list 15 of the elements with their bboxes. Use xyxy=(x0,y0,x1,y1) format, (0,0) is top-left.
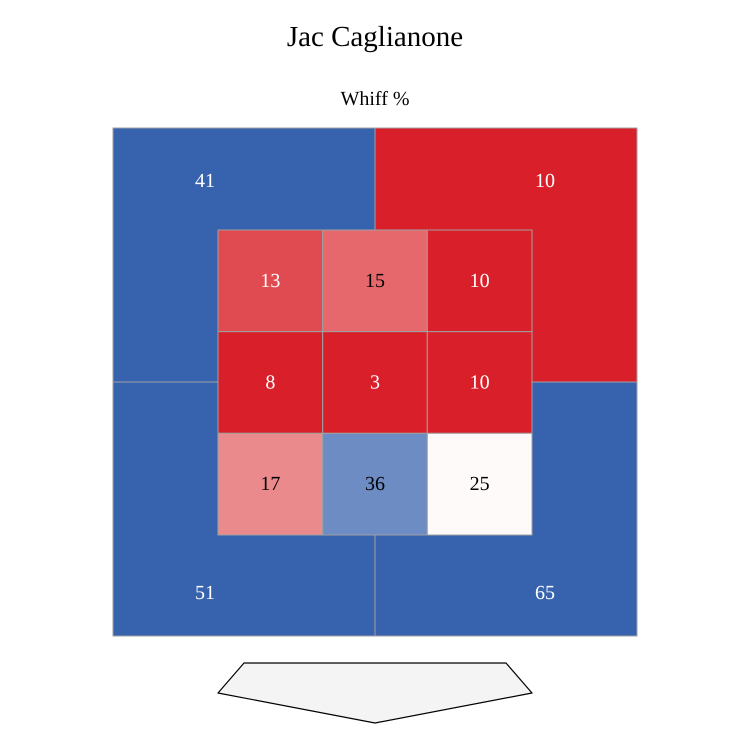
data-label: 10 xyxy=(535,170,555,192)
chart-title: Jac Caglianone xyxy=(286,21,464,53)
data-label: 25 xyxy=(470,473,490,496)
data-label: 10 xyxy=(470,270,490,292)
data-label: 8 xyxy=(265,372,276,394)
data-label: 51 xyxy=(195,582,215,604)
data-label: 3 xyxy=(370,372,380,394)
data-label: 13 xyxy=(260,270,280,292)
data-label: 17 xyxy=(260,473,280,496)
data-label: 65 xyxy=(535,582,555,604)
chart-subtitle: Whiff % xyxy=(340,88,410,110)
data-label: 41 xyxy=(195,170,215,192)
data-label: 15 xyxy=(365,270,385,292)
data-label: 36 xyxy=(365,473,385,496)
data-label: 10 xyxy=(470,372,490,394)
